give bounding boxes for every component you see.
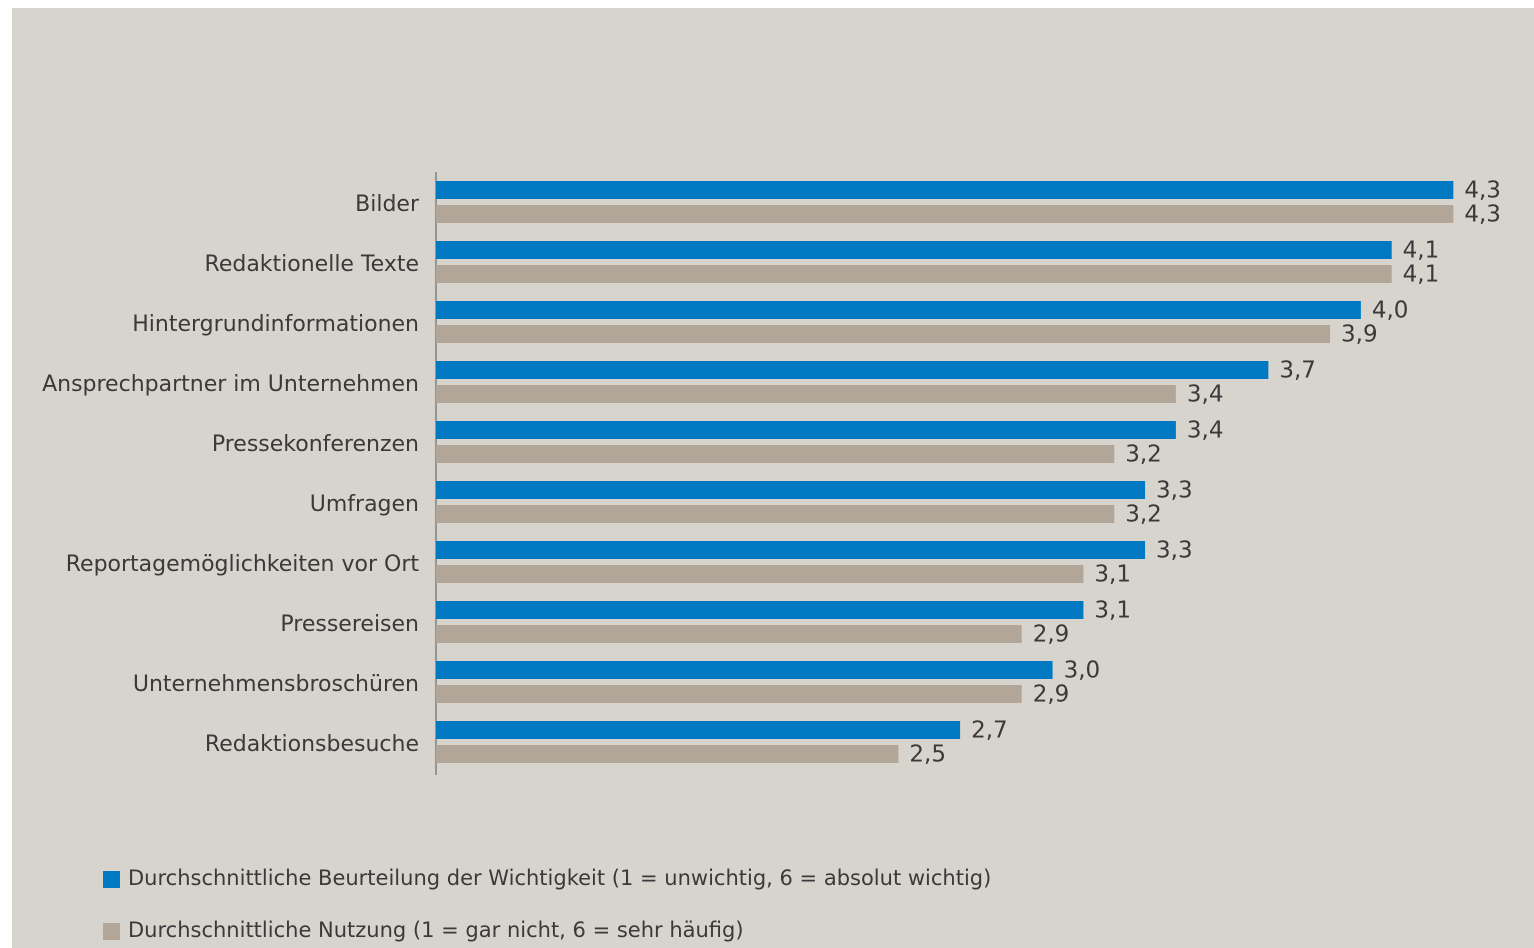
- data-label: 3,3: [1156, 538, 1193, 564]
- y-tick-label: Unternehmensbroschüren: [133, 672, 419, 697]
- y-tick-label: Pressekonferenzen: [212, 432, 419, 457]
- bar: [436, 385, 1176, 403]
- data-label: 3,9: [1341, 322, 1378, 348]
- bar: [436, 205, 1454, 223]
- bar: [436, 745, 899, 763]
- data-label: 3,4: [1187, 418, 1224, 444]
- bar: [436, 541, 1146, 559]
- data-label: 3,1: [1094, 562, 1131, 588]
- data-label: 4,1: [1403, 262, 1440, 288]
- bar: [436, 565, 1084, 583]
- y-tick-label: Redaktionsbesuche: [205, 732, 419, 757]
- y-tick-label: Reportagemöglichkeiten vor Ort: [66, 552, 420, 577]
- data-label: 4,1: [1403, 238, 1440, 264]
- legend-swatch: [103, 923, 120, 940]
- bar: [436, 265, 1392, 283]
- bar: [436, 181, 1454, 199]
- bar: [436, 445, 1115, 463]
- bar: [436, 601, 1084, 619]
- bar: [436, 661, 1053, 679]
- data-label: 4,3: [1464, 202, 1501, 228]
- bar: [436, 625, 1022, 643]
- y-tick-label: Redaktionelle Texte: [205, 252, 419, 277]
- data-label: 3,1: [1094, 598, 1131, 624]
- background: [12, 8, 1534, 948]
- y-tick-label: Hintergrundinformationen: [132, 312, 419, 337]
- bar: [436, 685, 1022, 703]
- bar: [436, 301, 1361, 319]
- data-label: 2,5: [909, 742, 946, 768]
- data-label: 4,3: [1464, 178, 1501, 204]
- y-tick-label: Ansprechpartner im Unternehmen: [42, 372, 419, 397]
- data-label: 3,2: [1125, 502, 1162, 528]
- legend-label: Durchschnittliche Beurteilung der Wichti…: [128, 866, 991, 890]
- data-label: 3,0: [1064, 658, 1101, 684]
- legend-swatch: [103, 871, 120, 888]
- bar: [436, 505, 1115, 523]
- bar: [436, 721, 961, 739]
- data-label: 3,7: [1279, 358, 1316, 384]
- data-label: 4,0: [1372, 298, 1409, 324]
- y-tick-label: Bilder: [355, 192, 420, 217]
- bar: [436, 481, 1146, 499]
- bar: [436, 325, 1331, 343]
- bar: [436, 361, 1269, 379]
- data-label: 3,3: [1156, 478, 1193, 504]
- y-tick-label: Pressereisen: [280, 612, 419, 637]
- bar: [436, 241, 1392, 259]
- bar: [436, 421, 1176, 439]
- data-label: 2,9: [1033, 622, 1070, 648]
- data-label: 2,7: [971, 718, 1008, 744]
- y-tick-label: Umfragen: [310, 492, 419, 517]
- data-label: 2,9: [1033, 682, 1070, 708]
- data-label: 3,4: [1187, 382, 1224, 408]
- data-label: 3,2: [1125, 442, 1162, 468]
- legend-label: Durchschnittliche Nutzung (1 = gar nicht…: [128, 918, 744, 942]
